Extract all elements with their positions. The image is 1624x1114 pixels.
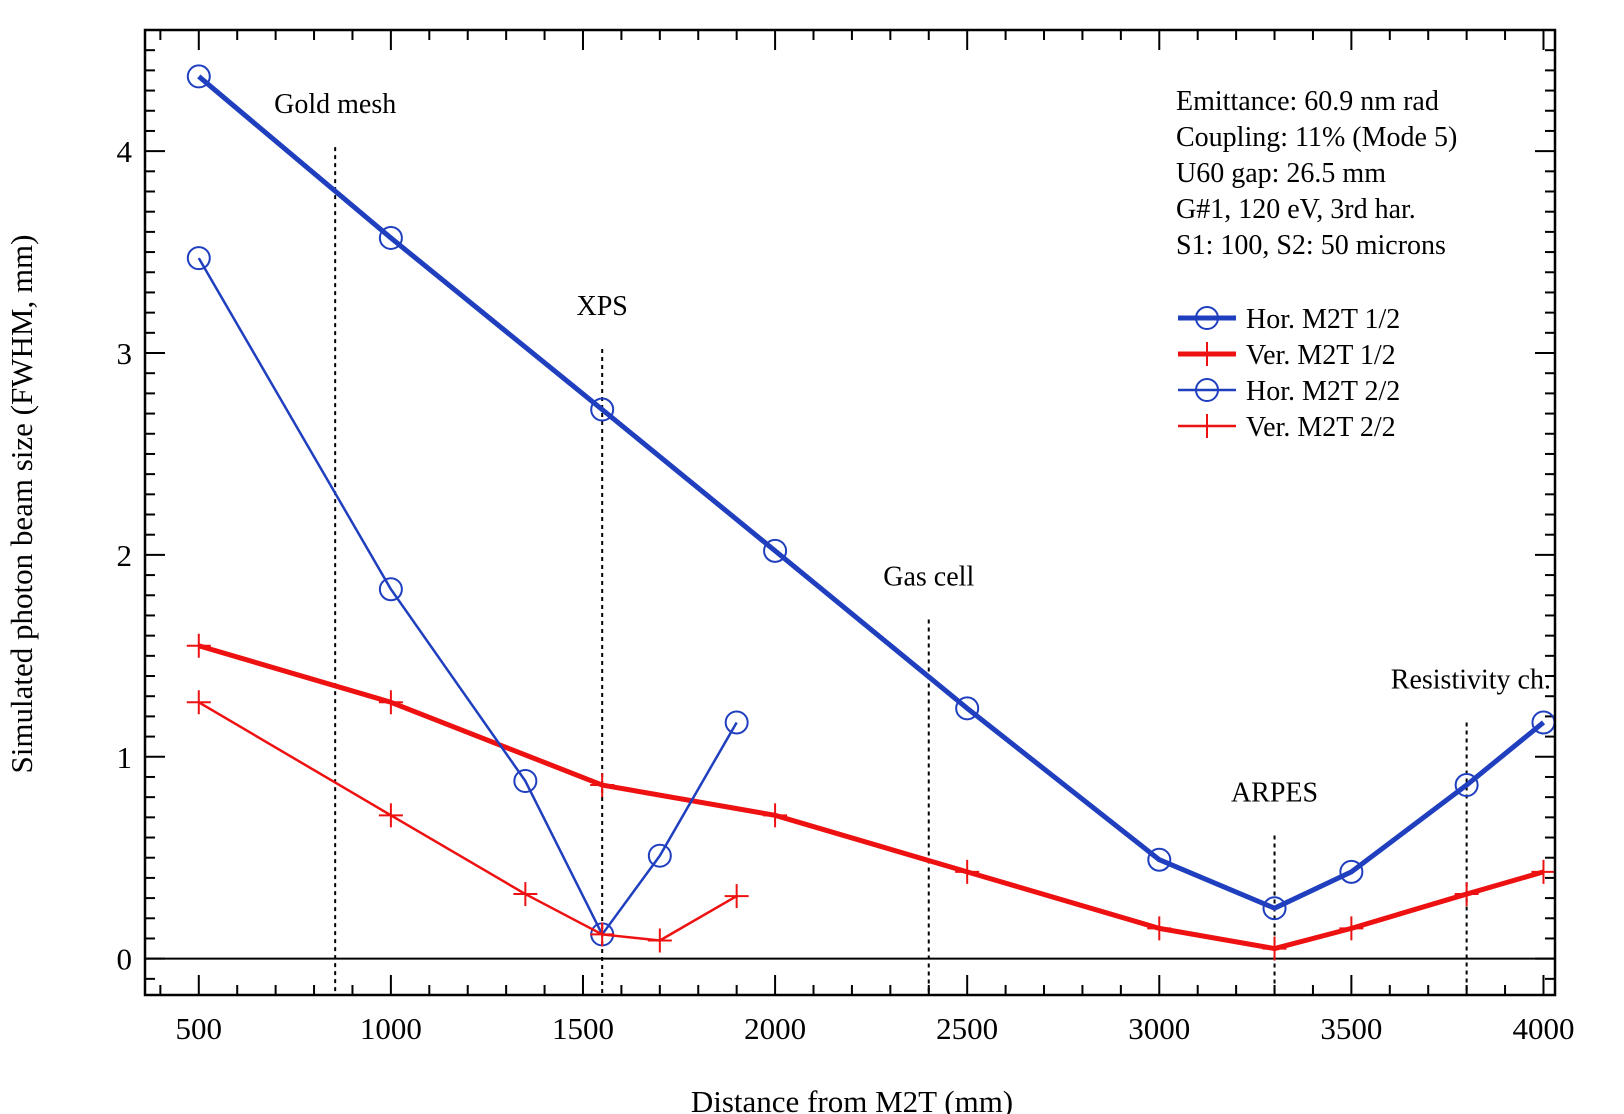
- legend-label: Ver. M2T 1/2: [1246, 340, 1396, 371]
- circle-marker: [1195, 378, 1219, 402]
- vertical-marker-label: ARPES: [1231, 778, 1318, 809]
- series-line: [197, 257, 738, 936]
- circle-marker: [763, 538, 788, 563]
- y-tick-label: 4: [117, 134, 133, 169]
- circle-marker: [590, 397, 615, 422]
- x-tick-label: 3000: [1128, 1011, 1190, 1046]
- legend-item: Hor. M2T 2/2: [1178, 376, 1400, 407]
- series-line: [198, 643, 1545, 952]
- vertical-marker-label: Gas cell: [883, 561, 974, 592]
- x-tick-label: 500: [176, 1011, 223, 1046]
- info-line-emittance: Emittance: 60.9 nm rad: [1176, 86, 1439, 117]
- x-tick-label: 3500: [1320, 1011, 1382, 1046]
- circle-marker: [513, 769, 538, 794]
- circle-marker: [647, 843, 672, 868]
- circle-marker: [378, 577, 403, 602]
- y-tick-label: 0: [117, 942, 133, 977]
- circle-marker: [724, 710, 749, 735]
- x-tick-label: 4000: [1512, 1011, 1574, 1046]
- vertical-markers: Gold mesh XPS Gas cell ARPES Resistivity ch.: [274, 89, 1551, 995]
- x-tick-label: 1500: [552, 1011, 614, 1046]
- vertical-marker-label: XPS: [577, 291, 628, 322]
- x-tick-label: 2000: [744, 1011, 806, 1046]
- circle-marker: [1454, 773, 1479, 798]
- x-tick-label: 1000: [360, 1011, 422, 1046]
- series-ver-m2t-1-2: [186, 633, 1556, 961]
- legend-item: Ver. M2T 1/2: [1178, 340, 1396, 371]
- circle-marker: [1339, 859, 1364, 884]
- circle-marker: [1195, 306, 1219, 330]
- info-line-gap: U60 gap: 26.5 mm: [1176, 158, 1386, 189]
- vertical-marker-label: Gold mesh: [274, 89, 396, 120]
- circle-marker: [186, 64, 211, 89]
- info-box: Emittance: 60.9 nm rad Coupling: 11% (Mo…: [1176, 86, 1457, 261]
- circle-marker: [1147, 847, 1172, 872]
- series-ver-m2t-2-2: [186, 690, 749, 953]
- info-line-grating: G#1, 120 eV, 3rd har.: [1176, 194, 1416, 225]
- legend-label: Ver. M2T 2/2: [1246, 412, 1396, 443]
- y-tick-label: 1: [117, 740, 133, 775]
- circle-marker: [186, 246, 211, 271]
- x-axis-title: Distance from M2T (mm): [691, 1084, 1013, 1114]
- series-hor-m2t-1-2: [186, 64, 1556, 921]
- info-line-slits: S1: 100, S2: 50 microns: [1176, 230, 1446, 261]
- legend-item: Ver. M2T 2/2: [1178, 412, 1396, 443]
- axis-ticks: [145, 30, 1555, 995]
- series-line: [198, 701, 738, 942]
- circle-marker: [378, 225, 403, 250]
- series-line: [197, 74, 1546, 911]
- legend: Hor. M2T 1/2 Ver. M2T 1/2 Hor. M2T 2/2 Ver.…: [1178, 304, 1400, 443]
- legend-label: Hor. M2T 2/2: [1246, 376, 1400, 407]
- info-line-coupling: Coupling: 11% (Mode 5): [1176, 122, 1457, 153]
- circle-marker: [1262, 896, 1287, 921]
- x-tick-label: 2500: [936, 1011, 998, 1046]
- y-tick-label: 2: [117, 538, 133, 573]
- legend-item: Hor. M2T 1/2: [1178, 304, 1400, 335]
- y-axis-title: Simulated photon beam size (FWHM, mm): [4, 235, 39, 774]
- vertical-marker-label: Resistivity ch.: [1391, 664, 1551, 695]
- circle-marker: [955, 696, 980, 721]
- series-hor-m2t-2-2: [186, 246, 749, 947]
- data-series: [186, 64, 1556, 961]
- tick-labels: 500 1000 1500 2000 2500 3000 3500 4000 0 1 2 3 4: [117, 134, 1575, 1046]
- legend-label: Hor. M2T 1/2: [1246, 304, 1400, 335]
- y-tick-label: 3: [117, 336, 133, 371]
- plot-frame: [143, 28, 1557, 997]
